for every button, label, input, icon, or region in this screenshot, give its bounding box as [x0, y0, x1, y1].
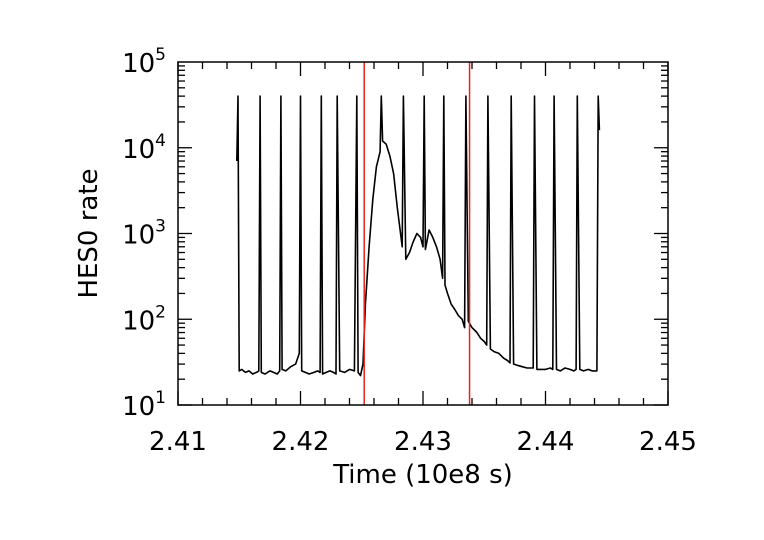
y-axis-label: HES0 rate [74, 168, 104, 298]
axis-ticks [177, 62, 669, 406]
x-axis-label: Time (10e8 s) [332, 460, 513, 490]
x-tick-label: 2.44 [517, 427, 575, 457]
y-tick-exponent: 3 [155, 217, 166, 237]
y-tick-exponent: 4 [155, 131, 166, 151]
y-tick-exponent: 5 [155, 45, 166, 65]
y-tick-label: 102 [122, 302, 166, 336]
y-tick-label: 101 [122, 388, 166, 422]
y-tick-exponent: 2 [155, 302, 166, 322]
vertical-marker-layer [363, 62, 471, 405]
x-tick-label: 2.43 [394, 427, 452, 457]
x-tick-label: 2.45 [639, 427, 697, 457]
plot-data-layer [236, 95, 601, 377]
y-tick-labels: 101 102 103 104 105 [122, 45, 166, 422]
x-tick-labels: 2.41 2.42 2.43 2.44 2.45 [149, 427, 697, 457]
x-tick-label: 2.41 [149, 427, 207, 457]
y-tick-label: 103 [122, 217, 166, 251]
y-tick-label: 105 [122, 45, 166, 79]
y-tick-label: 104 [122, 131, 166, 165]
x-tick-label: 2.42 [272, 427, 330, 457]
y-tick-exponent: 1 [155, 388, 166, 408]
series-line-0 [236, 95, 601, 377]
